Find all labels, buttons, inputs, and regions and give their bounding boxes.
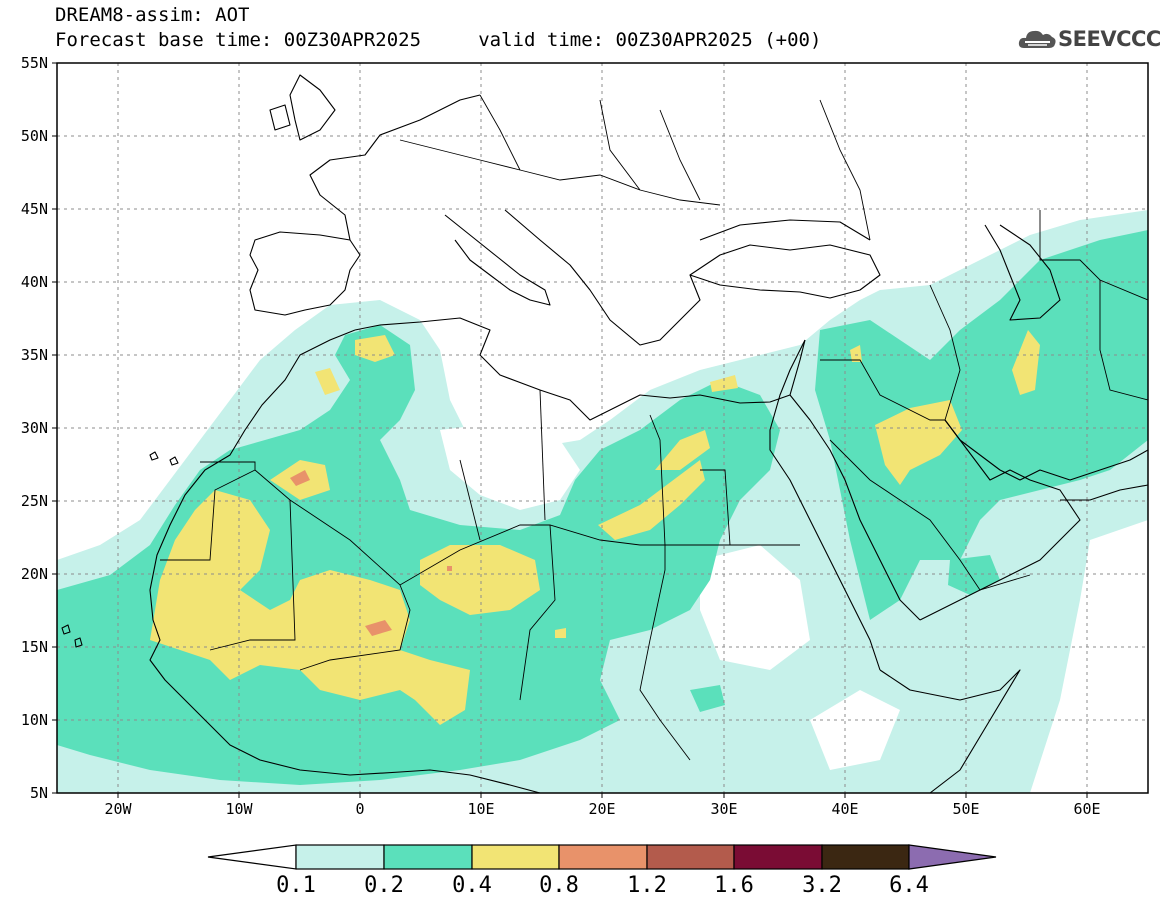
lon-label: 60E <box>1073 800 1100 818</box>
aot-hole <box>1030 520 1148 793</box>
colorbar-label: 0.2 <box>364 873 404 898</box>
colorbar-label: 0.8 <box>539 873 579 898</box>
colorbar-swatch <box>733 844 823 870</box>
lat-label: 40N <box>21 273 48 291</box>
colorbar-label: 0.1 <box>276 873 316 898</box>
lon-labels: 20W 10W 0 10E 20E 30E 40E 50E 60E <box>104 800 1100 818</box>
aot-hole <box>700 545 810 670</box>
colorbar-swatch <box>558 844 648 870</box>
aot-contour-0-4 <box>150 490 470 725</box>
aot-contour-0-2 <box>690 685 725 712</box>
lat-labels: 55N 50N 45N 40N 35N 30N 25N 20N 15N 10N … <box>21 54 48 802</box>
lat-label: 20N <box>21 565 48 583</box>
lat-label: 50N <box>21 127 48 145</box>
lat-label: 35N <box>21 346 48 364</box>
aot-contour-0-4 <box>598 460 705 540</box>
colorbar-label: 0.4 <box>452 873 492 898</box>
lat-label: 10N <box>21 711 48 729</box>
colorbar-low-arrow <box>207 844 297 870</box>
colorbar-label: 3.2 <box>802 873 842 898</box>
colorbar-swatch <box>295 844 385 870</box>
colorbar: 0.1 0.2 0.4 0.8 1.2 1.6 3.2 6.4 <box>207 844 997 898</box>
lon-label: 20W <box>104 800 132 818</box>
aot-contour-0-4 <box>710 375 738 392</box>
logo-text: SEEVCCC <box>1058 27 1161 51</box>
colorbar-label: 6.4 <box>889 873 929 898</box>
aot-contour-0-2 <box>948 555 1000 595</box>
gridlines <box>57 63 1148 793</box>
lat-label: 55N <box>21 54 48 72</box>
country-borders <box>160 94 1148 761</box>
aot-contour-0-8 <box>365 620 392 636</box>
forecast-time-line: Forecast base time: 00Z30APR2025 valid t… <box>55 29 822 51</box>
lat-label: 30N <box>21 419 48 437</box>
lon-label: 50E <box>952 800 979 818</box>
lon-label: 40E <box>831 800 858 818</box>
lat-label: 25N <box>21 492 48 510</box>
colorbar-high-arrow <box>908 844 997 870</box>
aot-contour-0-4 <box>315 368 340 395</box>
tick-marks <box>52 62 1088 798</box>
aot-contour-0-4 <box>420 545 540 615</box>
aot-contour-0-4 <box>655 430 710 470</box>
colorbar-label: 1.6 <box>714 873 754 898</box>
colorbar-swatch <box>646 844 735 870</box>
map-title: DREAM8-assim: AOT <box>55 4 250 26</box>
aot-hole <box>810 690 900 770</box>
aot-hole <box>440 420 580 510</box>
lon-label: 30E <box>710 800 737 818</box>
aot-contour-0-4 <box>555 628 566 638</box>
lon-label: 10E <box>467 800 494 818</box>
aot-contour-0-8 <box>447 566 452 571</box>
lat-label: 45N <box>21 200 48 218</box>
aot-field <box>57 63 1148 793</box>
lat-label: 5N <box>30 784 48 802</box>
colorbar-label: 1.2 <box>627 873 667 898</box>
colorbar-swatch <box>821 844 910 870</box>
lat-label: 15N <box>21 638 48 656</box>
colorbar-swatch <box>471 844 560 870</box>
aot-contour-0-4 <box>850 345 862 362</box>
aot-contour-0-4 <box>875 400 962 485</box>
aot-contour-0-8 <box>290 470 310 486</box>
seevccc-logo: SEEVCCC <box>1018 26 1161 54</box>
lon-label: 20E <box>588 800 615 818</box>
cloud-logo-icon <box>1018 30 1056 48</box>
colorbar-swatch <box>383 844 473 870</box>
aot-contour-0-4 <box>1012 330 1040 395</box>
aot-contour-0-2 <box>815 230 1148 620</box>
lon-label: 10W <box>225 800 253 818</box>
lon-label: 0 <box>355 800 364 818</box>
